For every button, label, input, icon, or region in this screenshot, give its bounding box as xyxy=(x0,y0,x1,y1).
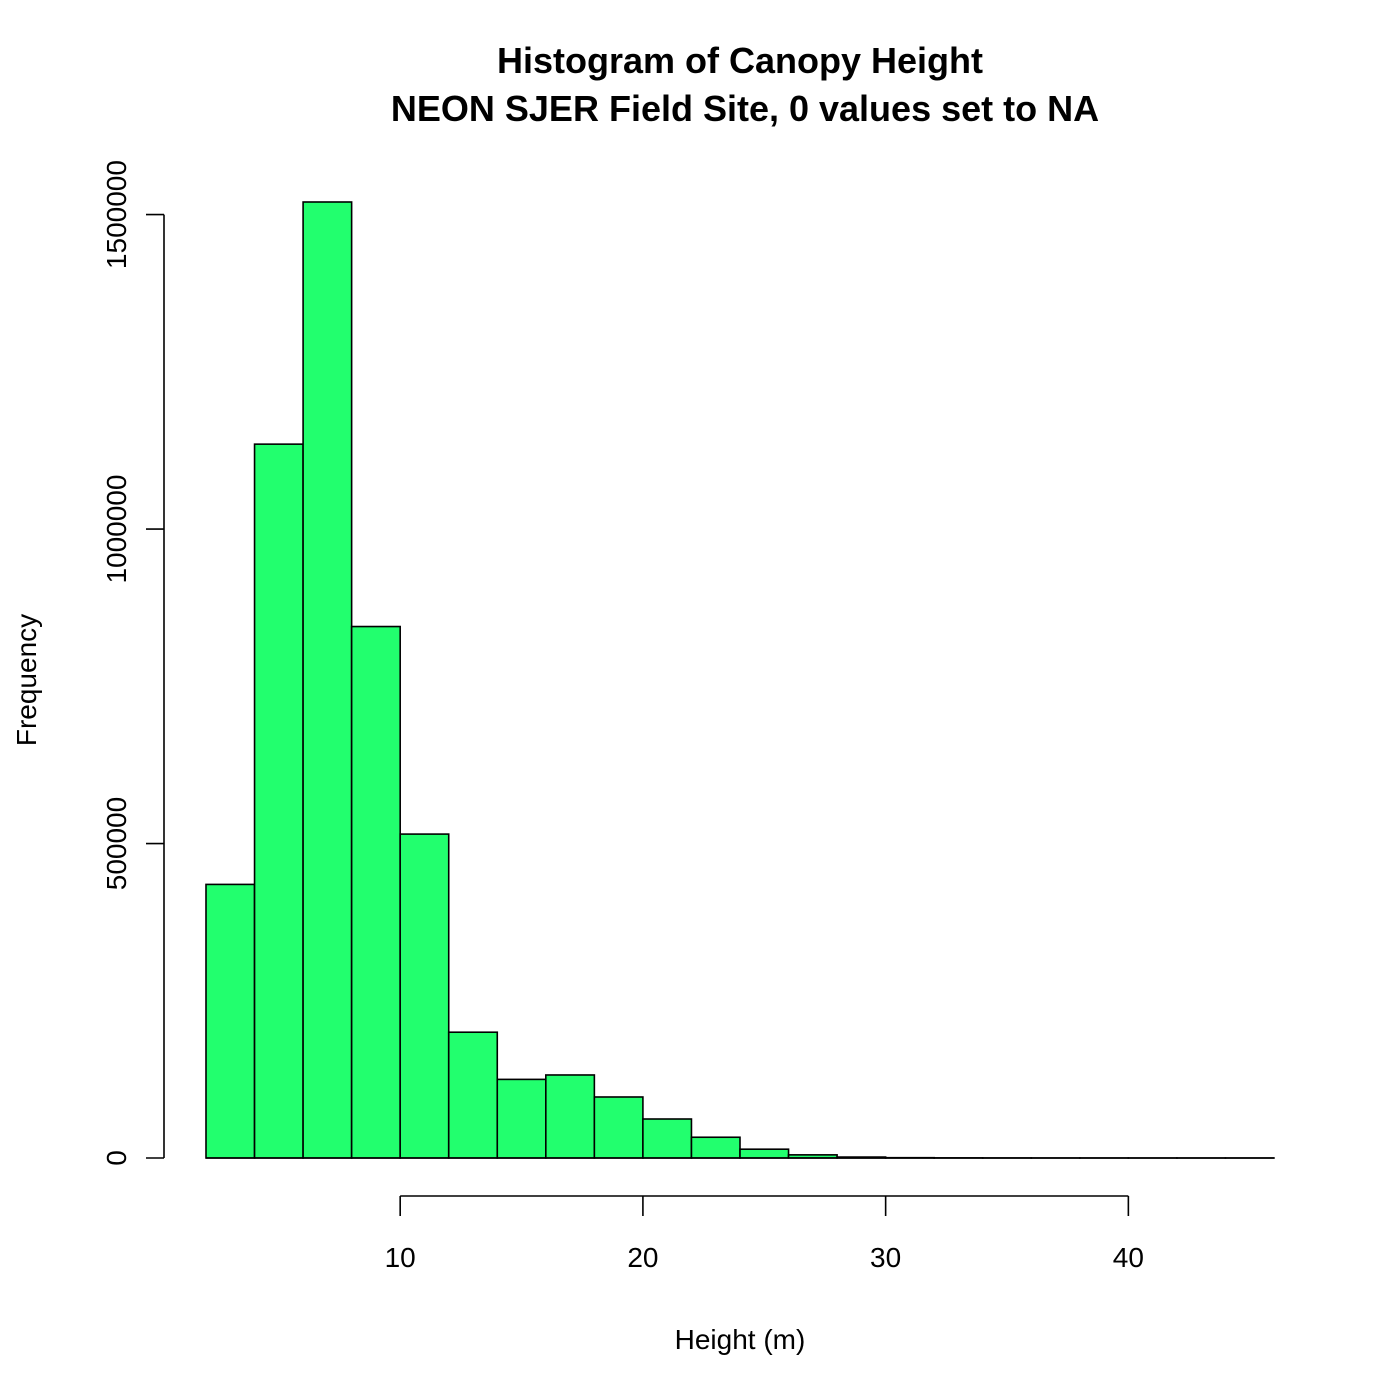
histogram-bar xyxy=(302,201,353,1159)
y-tick-label: 0 xyxy=(101,1150,132,1166)
y-tick-label: 1500000 xyxy=(101,160,132,269)
x-tick-label: 20 xyxy=(627,1242,658,1273)
y-axis-label: Frequency xyxy=(11,614,42,746)
x-tick-label: 40 xyxy=(1113,1242,1144,1273)
histogram-bar xyxy=(205,883,256,1159)
histogram-bar xyxy=(399,833,450,1159)
histogram-bar xyxy=(447,1031,499,1159)
x-tick-label: 10 xyxy=(385,1242,416,1273)
x-axis: 10 20 30 40 xyxy=(385,1195,1144,1273)
chart-subtitle: NEON SJER Field Site, 0 values set to NA xyxy=(391,88,1099,129)
histogram-bar xyxy=(350,625,401,1159)
y-tick-label: 1000000 xyxy=(101,475,132,584)
histogram-bar xyxy=(545,1074,596,1159)
y-tick-label: 500000 xyxy=(101,797,132,890)
histogram-bar xyxy=(642,1118,693,1159)
y-axis: 0 500000 1000000 1500000 xyxy=(101,160,165,1166)
histogram-bars xyxy=(205,201,1275,1159)
x-tick-label: 30 xyxy=(870,1242,901,1273)
histogram-bar xyxy=(496,1078,547,1159)
x-axis-label: Height (m) xyxy=(675,1324,806,1355)
histogram-bar xyxy=(739,1148,790,1159)
histogram-bar xyxy=(253,443,304,1159)
histogram-bar xyxy=(593,1096,644,1159)
histogram-bar xyxy=(690,1136,741,1159)
chart-title: Histogram of Canopy Height xyxy=(497,40,983,81)
